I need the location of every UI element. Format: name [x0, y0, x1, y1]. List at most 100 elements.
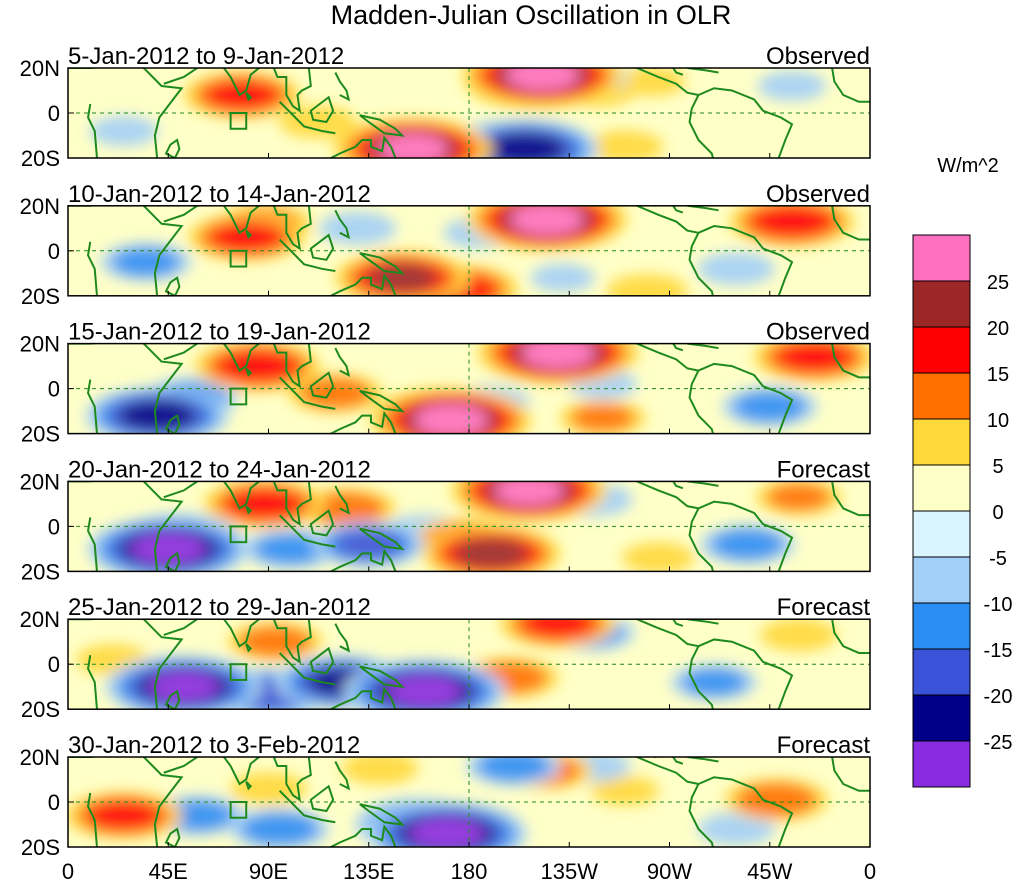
anomaly-level — [511, 204, 584, 235]
colorbar-label: 25 — [987, 272, 1009, 294]
anomaly-level — [758, 71, 826, 101]
colorbar-label: -5 — [989, 548, 1007, 570]
anomaly-level — [733, 391, 806, 422]
anomaly-level — [241, 813, 318, 846]
colorbar-swatch — [913, 373, 970, 419]
anomaly-level — [410, 818, 483, 849]
anomaly-level — [335, 530, 403, 560]
panel-kind: Observed — [766, 319, 870, 346]
panel-period: 15-Jan-2012 to 19-Jan-2012 — [68, 319, 371, 346]
panel-6: 30-Jan-2012 to 3-Feb-2012 Forecast 20N 0 20S — [20, 732, 871, 865]
y-tick-label: 20S — [21, 422, 60, 447]
anomaly-level — [682, 668, 746, 696]
x-tick-label: 180 — [451, 859, 488, 884]
anomaly-level — [87, 800, 160, 831]
panel-5: 25-Jan-2012 to 29-Jan-2012 Forecast 20N 0 20… — [20, 594, 871, 723]
panel-4: 20-Jan-2012 to 24-Jan-2012 Forecast 20N 0 20… — [20, 456, 871, 584]
anomaly-level — [698, 252, 775, 285]
anomaly-level — [205, 79, 278, 110]
colorbar-label: 10 — [987, 410, 1009, 432]
x-axis: 0 45E 90E 135E 180 135W 90W 45W 0 — [62, 859, 876, 884]
panel-2: 10-Jan-2012 to 14-Jan-2012 Observed 20N 0 20… — [20, 181, 870, 314]
panel-period: 30-Jan-2012 to 3-Feb-2012 — [68, 732, 360, 759]
colorbar-label: -10 — [984, 594, 1013, 616]
colorbar-swatch — [913, 511, 970, 557]
panel-kind: Observed — [766, 43, 870, 70]
x-tick-label: 45W — [747, 859, 792, 884]
x-tick-label: 0 — [62, 859, 74, 884]
anomaly-level — [751, 204, 833, 238]
colorbar-label: -15 — [984, 640, 1013, 662]
x-tick-label: 135E — [343, 859, 394, 884]
panel-kind: Forecast — [777, 594, 871, 621]
y-tick-label: 0 — [48, 377, 60, 402]
anomaly-level — [477, 750, 550, 781]
anomaly-level — [760, 619, 837, 652]
panel-period: 20-Jan-2012 to 24-Jan-2012 — [68, 456, 371, 483]
colorbar-swatch — [913, 557, 970, 603]
colorbar-swatch — [913, 649, 970, 695]
colorbar-swatch — [913, 235, 970, 281]
y-tick-label: 20S — [21, 697, 60, 722]
panel-period: 25-Jan-2012 to 29-Jan-2012 — [68, 594, 371, 621]
colorbar-label: -20 — [984, 686, 1013, 708]
panel-period: 10-Jan-2012 to 14-Jan-2012 — [68, 181, 371, 208]
anomaly-level — [89, 116, 157, 146]
colorbar-label: -25 — [984, 732, 1013, 754]
y-tick-label: 20N — [20, 332, 60, 357]
anomaly-level — [522, 337, 595, 368]
anomaly-level — [606, 274, 688, 308]
panels: 5-Jan-2012 to 9-Jan-2012 Observed20N020S1… — [20, 43, 875, 865]
colorbar-swatch — [913, 465, 970, 511]
anomaly-level — [736, 783, 818, 817]
anomaly-level — [150, 672, 218, 702]
anomaly-level — [711, 529, 784, 560]
x-tick-label: 90E — [249, 859, 288, 884]
panel-period: 5-Jan-2012 to 9-Jan-2012 — [68, 43, 344, 70]
colorbar-swatch — [913, 741, 970, 787]
x-tick-label: 45E — [149, 859, 188, 884]
y-tick-label: 0 — [48, 652, 60, 677]
colorbar-swatch — [913, 419, 970, 465]
anomaly-level — [622, 542, 695, 573]
panel-kind: Forecast — [777, 456, 871, 483]
colorbar-units-label: W/m^2 — [937, 155, 999, 177]
colorbar-label: 5 — [992, 456, 1003, 478]
colorbar: W/m^2 25 20 15 10 5 0 -5 -10 -15 -20 -25 — [913, 155, 1012, 787]
y-tick-label: 20S — [21, 284, 60, 309]
colorbar-swatch — [913, 281, 970, 327]
y-tick-label: 0 — [48, 514, 60, 539]
colorbar-label: 0 — [992, 502, 1003, 524]
y-tick-label: 20N — [20, 607, 60, 632]
x-tick-label: 90W — [647, 859, 692, 884]
colorbar-label: 20 — [987, 318, 1009, 340]
anomaly-level — [112, 247, 180, 277]
y-tick-label: 0 — [48, 239, 60, 264]
anomaly-level — [767, 483, 831, 511]
y-tick-label: 20N — [20, 194, 60, 219]
y-tick-label: 0 — [48, 790, 60, 815]
y-tick-label: 0 — [48, 101, 60, 126]
anomaly-level — [455, 538, 528, 569]
anomaly-level — [484, 132, 566, 166]
anomaly-level — [506, 59, 579, 90]
y-tick-label: 20N — [20, 56, 60, 81]
anomaly-level — [415, 405, 488, 436]
colorbar-swatch — [913, 603, 970, 649]
y-tick-label: 20S — [21, 559, 60, 584]
panel-kind: Observed — [766, 181, 870, 208]
x-tick-label: 135W — [541, 859, 599, 884]
anomaly-level — [495, 476, 563, 506]
colorbar-label: 15 — [987, 364, 1009, 386]
colorbar-swatch — [913, 327, 970, 373]
anomaly-level — [230, 772, 307, 805]
anomaly-level — [531, 264, 595, 292]
y-tick-label: 20N — [20, 469, 60, 494]
panel-3: 15-Jan-2012 to 19-Jan-2012 Observed 20N 0 20… — [20, 319, 875, 452]
panel-kind: Forecast — [777, 732, 871, 759]
y-tick-label: 20N — [20, 745, 60, 770]
colorbar-swatch — [913, 695, 970, 741]
anomaly-level — [571, 404, 635, 432]
y-tick-label: 20S — [21, 835, 60, 860]
anomaly-level — [388, 676, 461, 707]
